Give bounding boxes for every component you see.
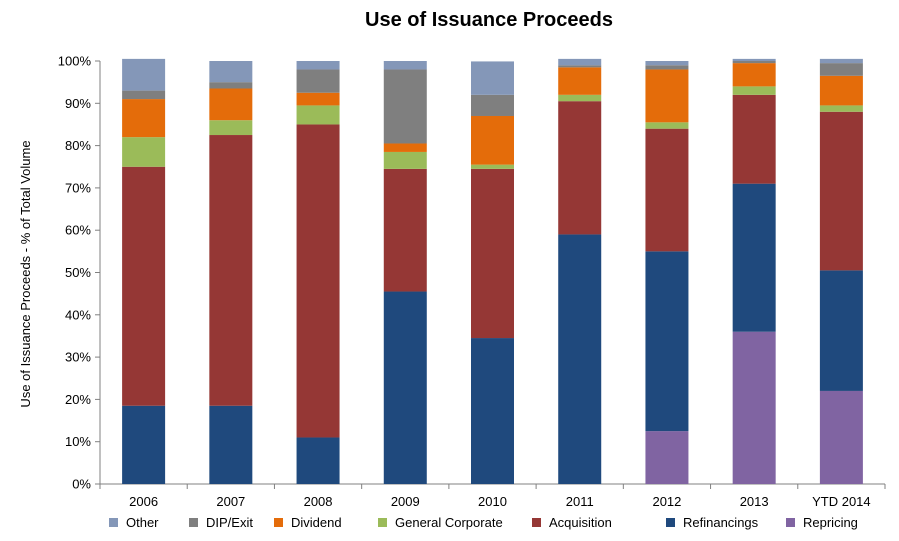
y-tick-label: 10% [65, 434, 91, 449]
legend-swatch [378, 518, 387, 527]
bar-segment-refinancings [122, 405, 166, 484]
y-tick-label: 70% [65, 180, 91, 195]
bar-segment-other [645, 61, 689, 66]
bar-segment-dividend [383, 143, 427, 152]
bar-segment-other [383, 61, 427, 70]
y-tick-label: 100% [58, 54, 92, 69]
bar-segment-refinancings [732, 183, 776, 332]
x-tick-label: 2009 [391, 494, 420, 509]
bar-segment-dividend [122, 99, 166, 138]
x-tick-label: 2011 [566, 494, 594, 509]
x-tick-label: YTD 2014 [812, 494, 871, 509]
bar-segment-dip-exit [383, 69, 427, 144]
legend-swatch [189, 518, 198, 527]
legend-swatch [109, 518, 118, 527]
bar-segment-other [819, 58, 863, 64]
bar-segment-other [122, 58, 166, 91]
bar-segment-acquisition [819, 111, 863, 271]
bar-segment-general-corporate [645, 122, 689, 129]
legend-swatch [532, 518, 541, 527]
bar-segment-refinancings [558, 234, 602, 484]
bar-segment-dip-exit [558, 65, 602, 68]
bar-segment-dividend [296, 92, 340, 106]
bar-segment-refinancings [471, 338, 514, 484]
bar-segment-general-corporate [732, 86, 776, 95]
bar-segment-refinancings [383, 291, 427, 484]
bar-segment-general-corporate [122, 137, 166, 167]
bar-segment-acquisition [558, 101, 602, 235]
bar-segment-other [471, 61, 514, 95]
bar-segment-dip-exit [296, 69, 340, 93]
legend-label: Other [126, 515, 159, 530]
bar-segment-dip-exit [732, 61, 776, 64]
bar-segment-dip-exit [471, 94, 514, 116]
bar-segment-repricing [732, 331, 776, 484]
bar-segment-refinancings [296, 437, 340, 484]
bar-segment-acquisition [732, 94, 776, 184]
x-tick-label: 2008 [304, 494, 333, 509]
bar-segment-general-corporate [383, 151, 427, 169]
legend-swatch [786, 518, 795, 527]
y-tick-label: 30% [65, 350, 91, 365]
x-tick-label: 2012 [652, 494, 681, 509]
bar-segment-dividend [471, 115, 514, 165]
x-tick-label: 2006 [129, 494, 158, 509]
bar-segment-dip-exit [122, 90, 166, 100]
bar-segment-dip-exit [645, 65, 689, 70]
y-tick-label: 20% [65, 392, 91, 407]
bar-segment-general-corporate [819, 105, 863, 112]
y-tick-label: 50% [65, 265, 91, 280]
y-tick-label: 0% [72, 477, 91, 492]
bar-segment-acquisition [471, 168, 514, 339]
bar-segment-dividend [645, 69, 689, 123]
legend-label: Dividend [291, 515, 342, 530]
bar-segment-other [732, 58, 776, 61]
x-tick-label: 2007 [216, 494, 245, 509]
bar-segment-dip-exit [209, 82, 253, 89]
bar-segment-dividend [209, 88, 253, 121]
bar-segment-general-corporate [471, 164, 514, 169]
bar-segment-general-corporate [558, 94, 602, 102]
plot-area: 0% 10% 20% 30% 40% 50% 60% 70% 80% 90% 100% 2006 200… [58, 54, 886, 509]
bar-segment-other [558, 58, 602, 66]
y-tick-label: 40% [65, 307, 91, 322]
bar-segment-dividend [819, 75, 863, 106]
legend: Other DIP/Exit Dividend General Corporate Ac… [109, 515, 858, 530]
bar-segment-other [296, 61, 340, 70]
legend-swatch [274, 518, 283, 527]
bar-segment-general-corporate [296, 105, 340, 125]
chart-title: Use of Issuance Proceeds [365, 9, 613, 31]
bar-segment-refinancings [209, 405, 253, 484]
bar-segment-acquisition [645, 128, 689, 252]
legend-label: General Corporate [395, 515, 503, 530]
legend-swatch [666, 518, 675, 527]
legend-label: Repricing [803, 515, 858, 530]
legend-label: Refinancings [683, 515, 759, 530]
bar-segment-general-corporate [209, 120, 253, 136]
x-tick-label: 2010 [478, 494, 507, 509]
y-axis-label: Use of Issuance Proceeds - % of Total Vo… [18, 140, 33, 407]
legend-label: DIP/Exit [206, 515, 253, 530]
bar-segment-acquisition [209, 135, 253, 406]
bar-segment-acquisition [383, 168, 427, 292]
x-tick-label: 2013 [740, 494, 769, 509]
bar-segment-repricing [645, 431, 689, 484]
bar-segment-acquisition [296, 124, 340, 438]
y-tick-label: 80% [65, 138, 91, 153]
bar-segment-acquisition [122, 166, 166, 406]
y-tick-label: 60% [65, 223, 91, 238]
bar-segment-repricing [819, 390, 863, 484]
bar-segment-dividend [558, 67, 602, 95]
y-tick-label: 90% [65, 96, 91, 111]
bar-segment-dip-exit [819, 63, 863, 76]
bar-segment-refinancings [645, 251, 689, 432]
bar-segment-refinancings [819, 270, 863, 391]
bar-segment-dividend [732, 63, 776, 87]
legend-label: Acquisition [549, 515, 612, 530]
bar-segment-other [209, 61, 253, 83]
